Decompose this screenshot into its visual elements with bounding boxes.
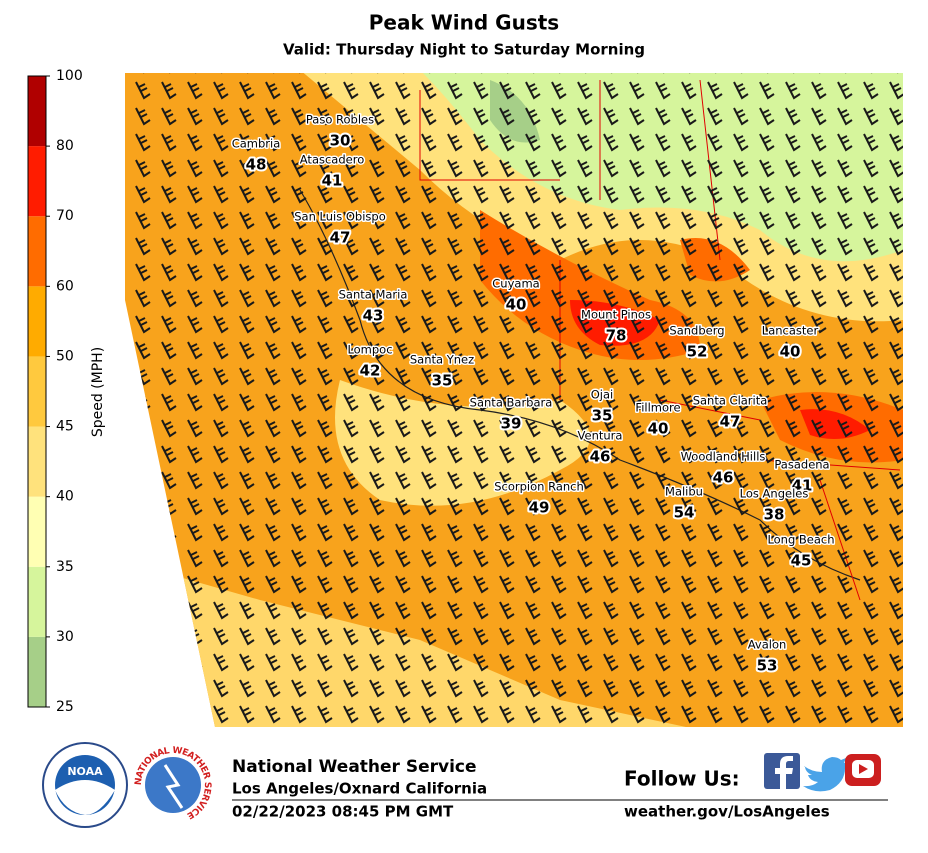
colorbar-tick-label: 30 — [56, 629, 74, 645]
noaa-logo-text: NOAA — [67, 765, 103, 778]
city-name: Cuyama — [492, 277, 539, 291]
city-value: 45 — [791, 552, 812, 570]
city-name: Malibu — [665, 485, 703, 499]
colorbar-tick-label: 40 — [56, 489, 74, 505]
colorbar-tick-label: 100 — [56, 68, 83, 84]
colorbar-segment — [28, 426, 46, 497]
city-value: 46 — [590, 448, 611, 466]
colorbar-tick-label: 45 — [56, 419, 74, 435]
city-value: 38 — [764, 506, 785, 524]
office: Los Angeles/Oxnard California — [232, 780, 487, 798]
city-name: Pasadena — [774, 458, 829, 472]
colorbar-segment — [28, 356, 46, 427]
follow-us: Follow Us: — [624, 767, 740, 791]
city-value: 52 — [687, 343, 708, 361]
nws-logo: NATIONAL WEATHER SERVICE — [129, 741, 217, 829]
timestamp: 02/22/2023 08:45 PM GMT — [232, 803, 454, 821]
city-name: Fillmore — [635, 401, 680, 415]
city-value: 49 — [529, 499, 550, 517]
colorbar-tick-label: 70 — [56, 208, 74, 224]
city-value: 39 — [501, 415, 522, 433]
city-value: 78 — [606, 327, 627, 345]
colorbar-segment — [28, 146, 46, 217]
city-name: Ventura — [578, 429, 623, 443]
map — [125, 73, 903, 727]
city-value: 40 — [648, 420, 669, 438]
colorbar-segment — [28, 566, 46, 637]
city-value: 54 — [674, 504, 695, 522]
colorbar: 25 30 35 40 45 50 60 70 80 100 — [27, 68, 83, 715]
city-value: 53 — [757, 657, 778, 675]
colorbar-segment — [28, 286, 46, 357]
colorbar-tick-label: 50 — [56, 348, 74, 364]
city-name: Santa Ynez — [410, 353, 474, 367]
city-name: Ojai — [591, 388, 614, 402]
city-name: Avalon — [748, 638, 787, 652]
colorbar-tick-label: 60 — [56, 278, 74, 294]
title: Peak Wind Gusts — [369, 11, 559, 35]
colorbar-tick-label: 25 — [56, 699, 74, 715]
city-name: Santa Barbara — [470, 396, 553, 410]
website[interactable]: weather.gov/LosAngeles — [624, 803, 830, 821]
youtube-icon[interactable] — [845, 754, 881, 786]
city-value: 46 — [713, 469, 734, 487]
city-value: 30 — [330, 132, 351, 150]
city-name: San Luis Obispo — [294, 210, 386, 224]
city-name: Lompoc — [347, 343, 392, 357]
city-name: Santa Clarita — [693, 394, 768, 408]
colorbar-segment — [28, 496, 46, 567]
city-name: Long Beach — [767, 533, 834, 547]
city-value: 47 — [330, 229, 351, 247]
colorbar-segment — [28, 216, 46, 287]
city-value: 48 — [246, 156, 267, 174]
colorbar-frame — [27, 75, 47, 708]
facebook-icon[interactable] — [764, 753, 800, 789]
city-value: 35 — [592, 407, 613, 425]
subtitle: Valid: Thursday Night to Saturday Mornin… — [283, 41, 645, 59]
city-value: 42 — [360, 362, 381, 380]
city-value: 41 — [792, 477, 813, 495]
city-value: 47 — [720, 413, 741, 431]
city-value: 40 — [506, 296, 527, 314]
colorbar-segment — [28, 636, 46, 707]
city-value: 35 — [432, 372, 453, 390]
city-name: Los Angeles — [740, 487, 809, 501]
city-name: Paso Robles — [306, 113, 374, 127]
city-name: Sandberg — [669, 324, 724, 338]
city-value: 41 — [322, 172, 343, 190]
twitter-icon[interactable] — [803, 757, 848, 792]
city-name: Santa Maria — [339, 288, 408, 302]
city-labels: Cambria 48 Paso Robles 30 Atascadero 41 San Lu… — [230, 111, 836, 677]
colorbar-label: Speed (MPH) — [90, 347, 106, 437]
noaa-logo: NOAA — [42, 742, 128, 828]
city-value: 43 — [363, 307, 384, 325]
agency: National Weather Service — [232, 757, 477, 777]
wind-barbs — [125, 73, 903, 727]
city-name: Cambria — [232, 137, 281, 151]
colorbar-tick-label: 80 — [56, 138, 74, 154]
city-name: Atascadero — [300, 153, 364, 167]
city-name: Woodland Hills — [681, 450, 766, 464]
city-value: 40 — [780, 343, 801, 361]
colorbar-tick-label: 35 — [56, 559, 74, 575]
city-name: Scorpion Ranch — [494, 480, 584, 494]
city-name: Mount Pinos — [581, 308, 651, 322]
colorbar-segment — [28, 76, 46, 147]
city-name: Lancaster — [762, 324, 819, 338]
